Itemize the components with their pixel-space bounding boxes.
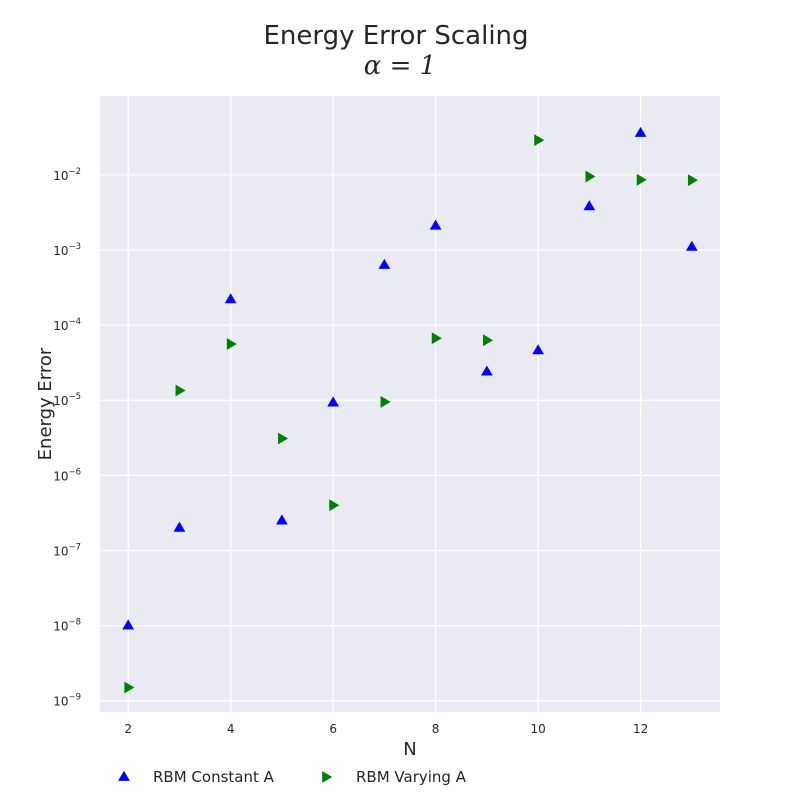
marker-constant-a [429,219,442,230]
y-tick-exponent: −6 [68,467,81,477]
legend: RBM Constant A RBM Varying A [118,768,467,786]
grid-lines [100,96,720,712]
y-tick-label: 10−6 [53,467,81,483]
marker-varying-a [636,173,647,186]
y-tick-label: 10−9 [53,693,81,709]
legend-triangle-right-icon [322,771,333,783]
x-tick-label: 6 [329,722,337,736]
y-tick-label: 10−4 [53,317,81,333]
marker-varying-a [380,396,391,408]
marker-varying-a [124,681,135,694]
y-tick-exponent: −3 [68,242,81,252]
marker-constant-a [276,514,288,525]
x-tick-labels: 2 4 6 8 10 12 [124,722,648,736]
data-markers [122,126,699,694]
marker-constant-a [685,240,698,251]
legend-triangle-up-icon [118,770,130,781]
x-axis-label: N [403,739,416,760]
marker-varying-a [687,174,699,187]
marker-constant-a [583,200,596,211]
marker-varying-a [585,170,596,183]
y-tick-exponent: −7 [68,542,81,552]
y-tick-base: 10 [53,394,68,408]
y-tick-base: 10 [53,620,68,634]
y-tick-base: 10 [53,544,68,558]
marker-varying-a [534,134,545,147]
legend-item-varying-a: RBM Varying A [322,768,467,786]
chart-title: Energy Error Scaling [263,21,528,51]
y-tick-exponent: −9 [68,693,81,703]
marker-constant-a [634,126,647,137]
y-tick-exponent: −4 [68,317,81,327]
legend-label-constant-a: RBM Constant A [153,768,275,786]
x-tick-label: 8 [432,722,440,736]
marker-constant-a [327,396,340,407]
y-tick-label: 10−3 [53,242,81,258]
y-tick-label: 10−5 [53,392,81,408]
marker-constant-a [173,521,186,532]
y-tick-base: 10 [53,244,68,258]
x-tick-label: 12 [633,722,648,736]
y-tick-label: 10−8 [53,618,81,634]
y-tick-exponent: −2 [68,167,81,177]
marker-constant-a [122,619,135,630]
y-tick-labels: 10−910−810−710−610−510−410−310−2 [53,167,81,709]
marker-varying-a [278,432,289,445]
y-tick-base: 10 [53,169,68,183]
marker-constant-a [224,293,237,304]
x-tick-label: 10 [530,722,545,736]
y-tick-exponent: −8 [68,618,81,628]
y-tick-exponent: −5 [68,392,81,402]
marker-constant-a [532,344,544,355]
marker-constant-a [378,258,391,269]
legend-label-varying-a: RBM Varying A [356,768,467,786]
marker-varying-a [329,499,340,512]
marker-constant-a [480,365,493,376]
plot-area [100,96,720,712]
marker-varying-a [175,384,186,397]
x-tick-label: 2 [124,722,132,736]
chart-subtitle: α = 1 [364,51,436,81]
y-tick-label: 10−7 [53,542,81,558]
y-tick-base: 10 [53,319,68,333]
y-tick-base: 10 [53,695,68,709]
y-tick-base: 10 [53,469,68,483]
marker-varying-a [431,332,442,345]
y-axis-label: Energy Error [35,347,56,460]
x-tick-label: 4 [227,722,235,736]
marker-varying-a [483,334,494,347]
y-tick-label: 10−2 [53,167,81,183]
legend-item-constant-a: RBM Constant A [118,768,275,786]
marker-varying-a [226,338,237,350]
